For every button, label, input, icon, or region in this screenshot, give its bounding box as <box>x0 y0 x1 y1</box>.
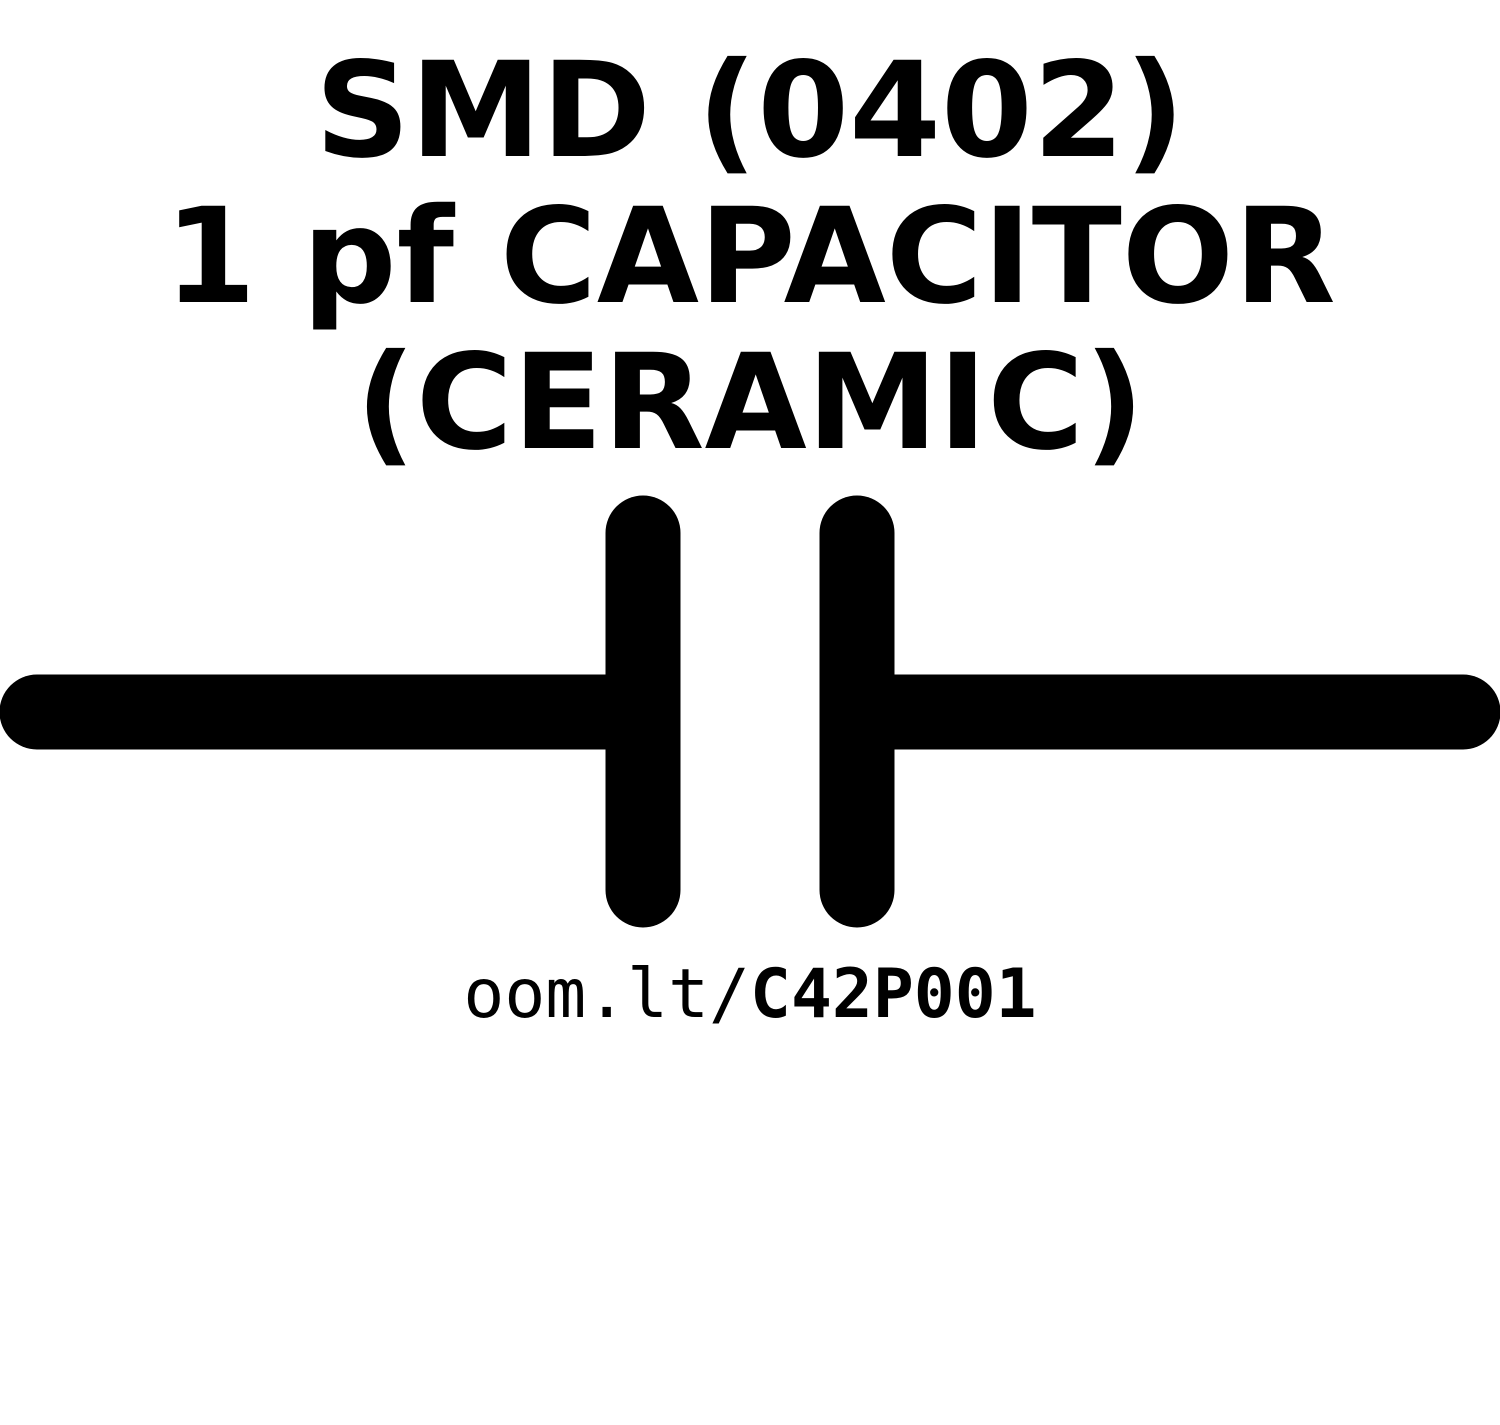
link-code: C42P001 <box>750 955 1037 1034</box>
title-component: 1 pf CAPACITOR <box>164 180 1336 334</box>
title-package: SMD (0402) <box>315 34 1185 188</box>
product-link[interactable]: oom.lt/C42P001 <box>0 955 1500 1035</box>
link-prefix: oom.lt/ <box>463 955 750 1034</box>
capacitor-icon <box>0 495 1500 928</box>
title-type: (CERAMIC) <box>355 326 1145 480</box>
title-block: SMD (0402) 1 pf CAPACITOR (CERAMIC) <box>0 38 1500 476</box>
